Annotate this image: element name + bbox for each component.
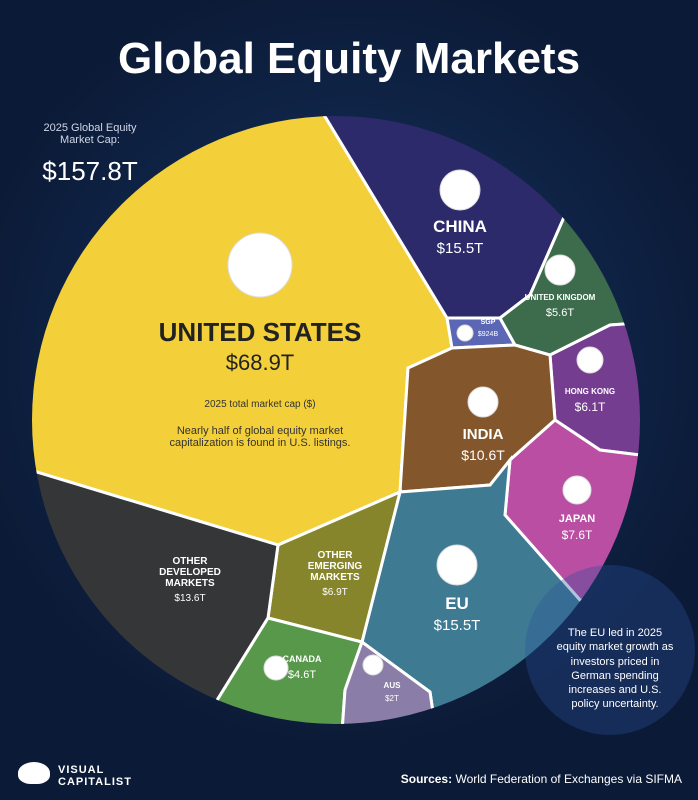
value-label: $4.6T <box>287 668 317 681</box>
value-label: $924B <box>477 330 499 338</box>
value-label: $15.5T <box>436 239 484 257</box>
source-label: Sources: <box>400 772 453 786</box>
flag <box>263 655 289 681</box>
cell-label: UNITED STATES <box>158 317 362 347</box>
flag <box>362 654 384 676</box>
us-subtitle: 2025 total market cap ($) <box>204 399 316 410</box>
flag <box>227 232 293 298</box>
flag <box>436 544 478 586</box>
flag <box>467 386 499 418</box>
cell <box>177 616 364 724</box>
value-label: $10.6T <box>461 446 505 463</box>
eu-note: The EU led in 2025 equity market growth … <box>556 627 674 711</box>
value-label: $13.6T <box>174 593 206 604</box>
cell-label: EU <box>445 594 469 613</box>
value-label: $5.6T <box>545 306 575 319</box>
cell-label: INDIA <box>462 426 504 443</box>
cell-label: OTHER DEVELOPED MARKETS <box>159 556 221 589</box>
flag <box>544 254 576 286</box>
value-label: $7.6T <box>561 528 593 543</box>
title: Global Equity Markets <box>117 34 581 83</box>
value-label: $68.9T <box>225 349 295 375</box>
cell-label: AUS <box>383 681 401 690</box>
total-value: $157.8T <box>42 156 138 186</box>
brand: VISUAL CAPITALIST <box>58 764 132 789</box>
flag <box>562 475 592 505</box>
logo <box>18 762 50 784</box>
cell-label: CANADA <box>282 654 322 664</box>
cell-label: JAPAN <box>558 513 596 525</box>
source-text: World Federation of Exchanges via SIFMA <box>455 772 682 786</box>
flag <box>576 346 604 374</box>
cell-label: SGP <box>480 319 496 326</box>
cell-label: CHINA <box>433 217 487 236</box>
value-label: $2T <box>385 693 399 703</box>
cell-label: HONG KONG <box>564 387 616 396</box>
value-label: $6.9T <box>322 587 348 598</box>
source: Sources: World Federation of Exchanges v… <box>401 772 682 786</box>
flag <box>456 324 474 342</box>
note-bubble <box>525 565 695 735</box>
total-label: 2025 Global Equity Market Cap: <box>43 122 137 146</box>
cell-label: OTHER EMERGING MARKETS <box>307 550 363 583</box>
value-label: $15.5T <box>433 616 481 634</box>
us-note: Nearly half of global equity market capi… <box>169 425 351 449</box>
flag <box>439 169 481 211</box>
value-label: $6.1T <box>574 399 606 414</box>
cell-label: UNITED KINGDOM <box>524 293 596 302</box>
